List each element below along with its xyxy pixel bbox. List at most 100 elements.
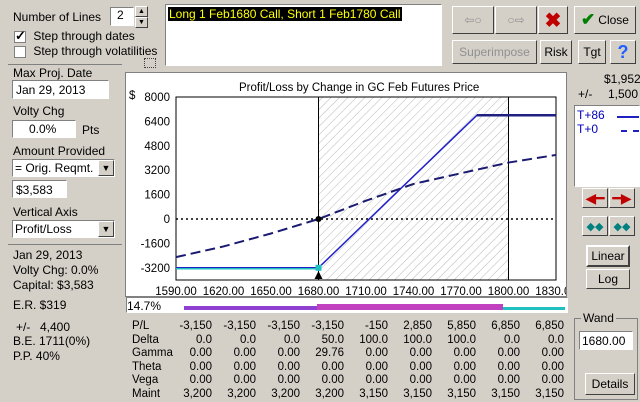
- num-lines-label: Number of Lines: [13, 10, 102, 24]
- amount-select[interactable]: = Orig. Reqmt. ▼: [12, 159, 115, 177]
- info-be: B.E. 1711(0%): [13, 334, 91, 348]
- vaxis-dropdown-icon[interactable]: ▼: [98, 221, 114, 237]
- table-cell: 0.00: [189, 347, 212, 359]
- resize-grip-icon[interactable]: [144, 58, 156, 68]
- plot-frame: [175, 96, 557, 281]
- log-button[interactable]: Log: [586, 269, 630, 289]
- vaxis-select[interactable]: Profit/Loss ▼: [12, 220, 115, 238]
- table-cell: 0.0: [548, 333, 564, 346]
- info-volty: Volty Chg: 0.0%: [13, 263, 99, 277]
- prob-bar-mid: [317, 304, 503, 310]
- table-cell: 0.00: [365, 347, 388, 359]
- table-cell: 0.0: [240, 333, 256, 346]
- x-tick-label: 1620.00: [203, 286, 245, 296]
- num-lines-input[interactable]: 2: [110, 7, 134, 26]
- table-cell: 100.0: [359, 333, 388, 346]
- table-cell: -3,150: [179, 320, 212, 332]
- details-button[interactable]: Details: [585, 373, 635, 395]
- table-cell: 0.00: [497, 347, 520, 359]
- series-line-t-0: [175, 153, 557, 259]
- table-cell: 0.00: [409, 347, 432, 359]
- vaxis-select-value: Profit/Loss: [15, 222, 72, 236]
- linear-button[interactable]: Linear: [586, 245, 630, 267]
- amount-value[interactable]: $3,583: [12, 180, 67, 198]
- wand-input[interactable]: 1680.00: [579, 331, 633, 350]
- superimpose-button[interactable]: Superimpose: [452, 40, 537, 64]
- table-cell: 0.00: [321, 374, 344, 386]
- risk-button[interactable]: Risk: [540, 40, 572, 64]
- step-vols-checkbox[interactable]: [14, 45, 26, 58]
- help-icon[interactable]: ?: [610, 40, 636, 64]
- delete-icon[interactable]: ✖: [538, 6, 568, 34]
- y-tick-label: 6400: [144, 116, 170, 128]
- info-pm: +/-: [16, 320, 31, 334]
- step-dates-label: Step through dates: [33, 29, 135, 43]
- table-cell: 3,200: [271, 387, 300, 400]
- table-cell: 0.00: [277, 347, 300, 359]
- chart-svg[interactable]: Profit/Loss by Change in GC Feb Futures …: [126, 73, 566, 296]
- wand-group: Wand 1680.00 Details: [574, 311, 638, 400]
- divider: [8, 64, 122, 65]
- forward-arrow-icon[interactable]: ○⇨: [495, 6, 537, 34]
- vaxis-label: Vertical Axis: [13, 205, 78, 219]
- divider: [8, 244, 122, 245]
- expand-icon[interactable]: ◆◆: [609, 216, 635, 236]
- table-cell: 0.00: [453, 360, 476, 373]
- num-lines-up-icon[interactable]: ▲: [135, 6, 148, 17]
- shift-right-icon[interactable]: ━▶: [609, 188, 635, 208]
- table-cell: 50.0: [321, 333, 344, 346]
- num-lines-down-icon[interactable]: ▼: [135, 17, 148, 28]
- table-cell: 0.00: [321, 360, 344, 373]
- legend-box: T+86 T+0: [574, 105, 640, 187]
- table-cell: -3,150: [311, 320, 344, 332]
- shrink-icon[interactable]: ◆◆: [582, 216, 608, 236]
- table-cell: 0.00: [497, 360, 520, 373]
- zero-point-marker: [315, 216, 322, 222]
- info-capital: Capital: $3,583: [13, 278, 94, 292]
- info-er: E.R. $319: [13, 298, 67, 312]
- x-tick-label: 1710.00: [345, 286, 387, 296]
- amount-dropdown-icon[interactable]: ▼: [98, 160, 114, 176]
- table-cell: 0.00: [453, 374, 476, 386]
- table-row-label: P/L: [132, 320, 150, 332]
- amount-label: Amount Provided: [13, 144, 106, 158]
- shift-left-icon[interactable]: ◀━: [582, 188, 608, 208]
- prob-bar-right: [503, 307, 565, 310]
- y-tick-label: 3200: [144, 165, 170, 177]
- step-dates-checkbox[interactable]: [14, 28, 26, 44]
- probability-pct: 14.7%: [127, 299, 162, 313]
- info-pm-value: 4,400: [40, 320, 71, 334]
- position-box[interactable]: Long 1 Feb1680 Call, Short 1 Feb1780 Cal…: [165, 4, 442, 66]
- amount-select-value: = Orig. Reqmt.: [15, 161, 94, 175]
- table-cell: 0.00: [365, 360, 388, 373]
- table-cell: 3,200: [183, 387, 212, 400]
- info-date: Jan 29, 2013: [13, 248, 83, 262]
- right-pm: +/-: [578, 87, 593, 101]
- volty-chg-input[interactable]: 0.0%: [12, 120, 76, 138]
- legend-t0-swatch: [621, 130, 639, 132]
- close-button[interactable]: ✔ Close: [574, 6, 636, 34]
- y-tick-label: 4800: [144, 141, 170, 153]
- table-cell: 6,850: [491, 320, 520, 332]
- tgt-button[interactable]: Tgt: [578, 40, 606, 64]
- y-tick-label: 1600: [144, 190, 170, 202]
- table-cell: 29.76: [315, 347, 344, 359]
- y-tick-label: 8000: [144, 92, 170, 104]
- x-tick-label: 1680.00: [298, 286, 340, 296]
- table-row-label: Maint: [132, 387, 161, 400]
- step-dates-row[interactable]: Step through dates: [14, 28, 135, 44]
- position-text: Long 1 Feb1680 Call, Short 1 Feb1780 Cal…: [168, 7, 402, 21]
- x-tick-label: 1830.00: [535, 286, 566, 296]
- step-vols-row[interactable]: Step through volatilities: [14, 44, 157, 58]
- table-cell: 6,850: [535, 320, 564, 332]
- table-cell: 0.00: [497, 374, 520, 386]
- greeks-table: P/L -3,150 -3,150 -3,150 -3,150 -150 2,850 5,85…: [130, 320, 570, 402]
- table-row-label: Delta: [132, 333, 159, 346]
- chart-title: Profit/Loss by Change in GC Feb Futures …: [239, 82, 479, 94]
- table-cell: 0.00: [409, 360, 432, 373]
- back-arrow-icon[interactable]: ⇦○: [452, 6, 494, 34]
- table-cell: 3,150: [359, 387, 388, 400]
- table-cell: 0.00: [541, 374, 564, 386]
- max-proj-input[interactable]: Jan 29, 2013: [12, 80, 109, 99]
- table-cell: 3,150: [403, 387, 432, 400]
